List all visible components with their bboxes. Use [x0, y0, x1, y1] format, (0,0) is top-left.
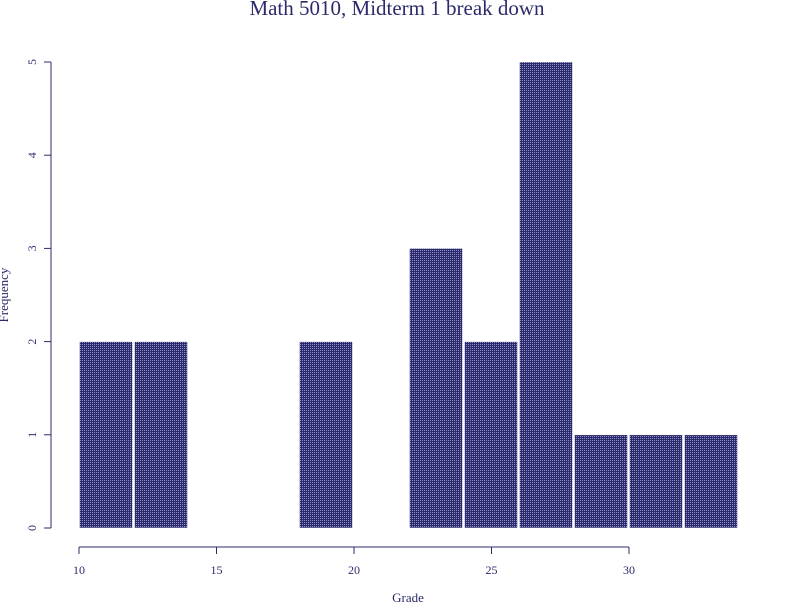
- histogram-bar: [574, 434, 628, 529]
- y-tick-label: 1: [25, 432, 39, 438]
- bars-group: [79, 61, 738, 529]
- x-tick-label: 15: [211, 563, 223, 577]
- y-tick-label: 5: [25, 59, 39, 65]
- chart-title: Math 5010, Midterm 1 break down: [249, 0, 545, 20]
- y-tick-label: 0: [25, 525, 39, 531]
- histogram-bar: [464, 341, 518, 529]
- y-tick-label: 4: [25, 152, 39, 158]
- y-axis: 0 1 2 3 4 5: [25, 59, 52, 531]
- histogram-bar: [629, 434, 683, 529]
- y-tick-label: 2: [25, 339, 39, 345]
- histogram-bar: [519, 61, 573, 529]
- x-tick-label: 20: [348, 563, 360, 577]
- x-axis: 10 15 20 25 30: [73, 546, 635, 577]
- x-tick-label: 10: [73, 563, 85, 577]
- histogram-bar: [409, 248, 463, 529]
- x-axis-label: Grade: [392, 590, 424, 605]
- y-axis-label: Frequency: [0, 267, 11, 322]
- histogram-bar: [79, 341, 133, 529]
- x-tick-label: 25: [486, 563, 498, 577]
- y-tick-label: 3: [25, 245, 39, 251]
- histogram-bar: [134, 341, 188, 529]
- x-tick-label: 30: [623, 563, 635, 577]
- histogram-bar: [299, 341, 353, 529]
- histogram-bar: [684, 434, 738, 529]
